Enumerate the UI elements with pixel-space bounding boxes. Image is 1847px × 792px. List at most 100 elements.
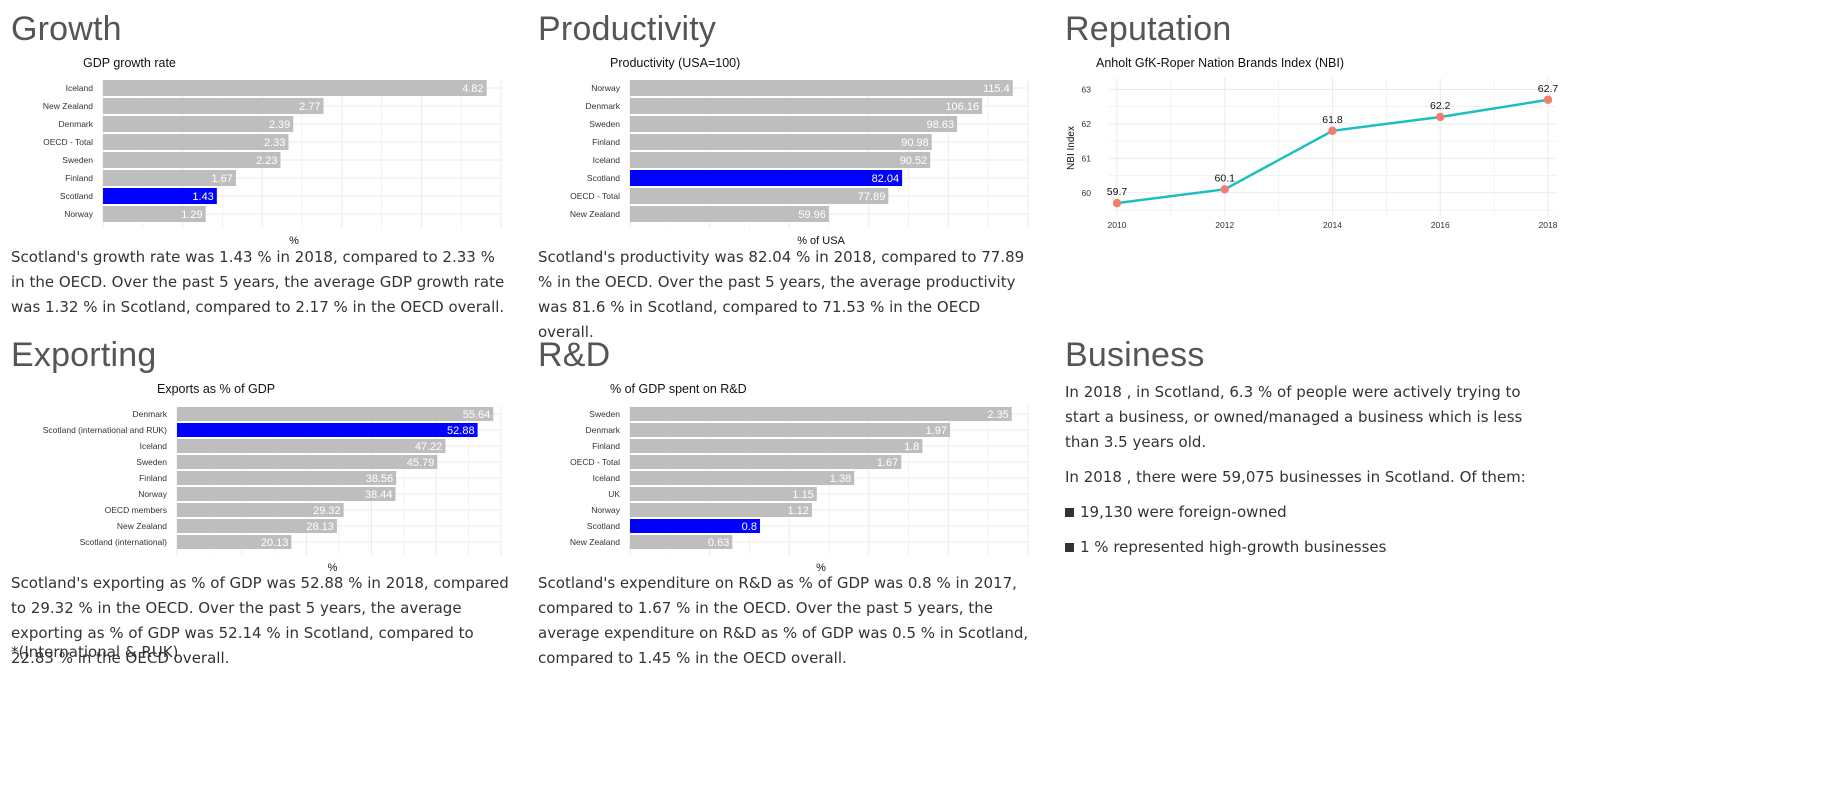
bar-1 bbox=[177, 423, 478, 437]
bar-5 bbox=[630, 487, 817, 501]
data-label: 1.97 bbox=[926, 425, 947, 437]
rd-chart: % of GDP spent on R&D Sweden 2.35 Denmark 1.… bbox=[538, 379, 1038, 579]
category-label: New Zealand bbox=[43, 101, 93, 111]
data-label: 45.79 bbox=[407, 457, 435, 469]
data-label: 4.82 bbox=[462, 83, 483, 95]
bullet-square-icon bbox=[1065, 508, 1074, 517]
category-label: OECD members bbox=[105, 505, 167, 515]
panel-growth: Growth GDP growth rate Iceland 4.82 New Zea… bbox=[11, 9, 511, 316]
growth-description: Scotland's growth rate was 1.43 % in 201… bbox=[11, 248, 505, 316]
point-label: 60.1 bbox=[1215, 172, 1236, 184]
bar-7 bbox=[630, 206, 829, 222]
y-axis-title: NBI Index bbox=[1066, 126, 1077, 170]
bar-8 bbox=[630, 535, 733, 549]
chart-title: Productivity (USA=100) bbox=[610, 56, 740, 70]
data-point bbox=[1112, 198, 1122, 208]
x-tick-label: 2010 bbox=[1108, 220, 1127, 230]
panel-rd: R&D % of GDP spent on R&D Sweden 2.35 Denma… bbox=[538, 335, 1038, 667]
data-label: 20.13 bbox=[261, 537, 289, 549]
panel-business: Business In 2018 , in Scotland, 6.3 % of… bbox=[1065, 335, 1545, 570]
bar-4 bbox=[177, 471, 397, 485]
bar-2 bbox=[630, 439, 923, 453]
bar-1 bbox=[630, 98, 983, 114]
data-label: 1.15 bbox=[792, 489, 813, 501]
chart-title: % of GDP spent on R&D bbox=[610, 382, 747, 396]
rd-chart-svg: % of GDP spent on R&D Sweden 2.35 Denmark 1.… bbox=[570, 382, 1029, 574]
category-label: Norway bbox=[591, 505, 621, 515]
data-label: 1.67 bbox=[212, 173, 233, 185]
panel-reputation: Reputation Anholt GfK-Roper Nation Brand… bbox=[1065, 9, 1565, 230]
bar-6 bbox=[177, 503, 344, 517]
category-label: Scotland bbox=[587, 521, 620, 531]
data-label: 55.64 bbox=[463, 409, 491, 421]
category-label: New Zealand bbox=[570, 537, 620, 547]
category-label: Scotland bbox=[60, 191, 93, 201]
category-label: Finland bbox=[592, 441, 620, 451]
exporting-heading: Exporting bbox=[11, 336, 157, 374]
productivity-heading: Productivity bbox=[538, 10, 717, 48]
category-label: Denmark bbox=[133, 409, 168, 419]
data-point bbox=[1436, 112, 1445, 122]
productivity-chart: Productivity (USA=100) Norway 115.4 Denmark… bbox=[538, 53, 1038, 253]
business-body: In 2018 , in Scotland, 6.3 % of people w… bbox=[1065, 380, 1545, 560]
category-label: UK bbox=[608, 489, 620, 499]
business-bullet-2: 1 % represented high-growth businesses bbox=[1065, 535, 1545, 560]
y-tick-label: 60 bbox=[1082, 188, 1092, 198]
point-label: 61.8 bbox=[1322, 114, 1343, 126]
bar-0 bbox=[177, 407, 494, 421]
productivity-description: Scotland's productivity was 82.04 % in 2… bbox=[538, 248, 1025, 341]
gridlines bbox=[1109, 78, 1556, 216]
business-bullet-1: 19,130 were foreign-owned bbox=[1065, 500, 1545, 525]
exporting-description: Scotland's exporting as % of GDP was 52.… bbox=[11, 574, 509, 667]
rd-heading: R&D bbox=[538, 336, 611, 374]
data-label: 1.43 bbox=[192, 191, 213, 203]
reputation-heading: Reputation bbox=[1065, 10, 1232, 48]
business-heading: Business bbox=[1065, 336, 1205, 374]
bar-6 bbox=[630, 188, 889, 204]
category-label: Sweden bbox=[589, 119, 620, 129]
growth-chart: GDP growth rate Iceland 4.82 New Zealand 2.7… bbox=[11, 53, 511, 253]
category-label: Iceland bbox=[66, 83, 94, 93]
bullet-square-icon bbox=[1065, 543, 1074, 552]
exporting-chart: Exports as % of GDP Denmark 55.64 Scotland … bbox=[11, 379, 511, 579]
panel-productivity: Productivity Productivity (USA=100) Norwa… bbox=[538, 9, 1038, 341]
data-label: 90.98 bbox=[901, 137, 929, 149]
data-label: 1.29 bbox=[181, 209, 202, 221]
rd-description: Scotland's expenditure on R&D as % of GD… bbox=[538, 574, 1029, 667]
category-label: Iceland bbox=[140, 441, 168, 451]
x-axis-title: % of USA bbox=[797, 235, 845, 247]
data-label: 59.96 bbox=[798, 209, 826, 221]
bar-6 bbox=[103, 188, 217, 204]
x-tick-label: 2018 bbox=[1539, 220, 1558, 230]
y-tick-label: 63 bbox=[1082, 84, 1092, 94]
data-label: 1.12 bbox=[788, 505, 809, 517]
reputation-chart-svg: Anholt GfK-Roper Nation Brands Index (NB… bbox=[1066, 56, 1559, 230]
point-label: 62.7 bbox=[1538, 83, 1559, 95]
category-label: Iceland bbox=[593, 155, 621, 165]
business-paragraph-2: In 2018 , there were 59,075 businesses i… bbox=[1065, 468, 1526, 486]
bar-5 bbox=[630, 170, 903, 186]
data-label: 38.56 bbox=[366, 473, 394, 485]
bar-5 bbox=[103, 170, 236, 186]
bar-1 bbox=[103, 98, 324, 114]
category-label: Sweden bbox=[589, 409, 620, 419]
bar-4 bbox=[630, 471, 855, 485]
y-tick-label: 61 bbox=[1082, 153, 1092, 163]
data-label: 1.8 bbox=[904, 441, 919, 453]
chart-title: GDP growth rate bbox=[83, 56, 176, 70]
bar-3 bbox=[177, 455, 438, 469]
data-point bbox=[1220, 185, 1229, 194]
data-point bbox=[1543, 95, 1553, 104]
data-label: 2.35 bbox=[987, 409, 1008, 421]
bar-4 bbox=[630, 152, 931, 168]
bar-0 bbox=[630, 80, 1013, 96]
category-label: Finland bbox=[592, 137, 620, 147]
category-label: Finland bbox=[65, 173, 93, 183]
productivity-chart-svg: Productivity (USA=100) Norway 115.4 Denmark… bbox=[570, 56, 1029, 247]
point-label: 59.7 bbox=[1107, 186, 1128, 198]
data-label: 0.8 bbox=[742, 521, 757, 533]
category-label: Iceland bbox=[593, 473, 621, 483]
data-point bbox=[1328, 126, 1337, 135]
y-tick-label: 62 bbox=[1082, 119, 1092, 129]
category-label: New Zealand bbox=[117, 521, 167, 531]
